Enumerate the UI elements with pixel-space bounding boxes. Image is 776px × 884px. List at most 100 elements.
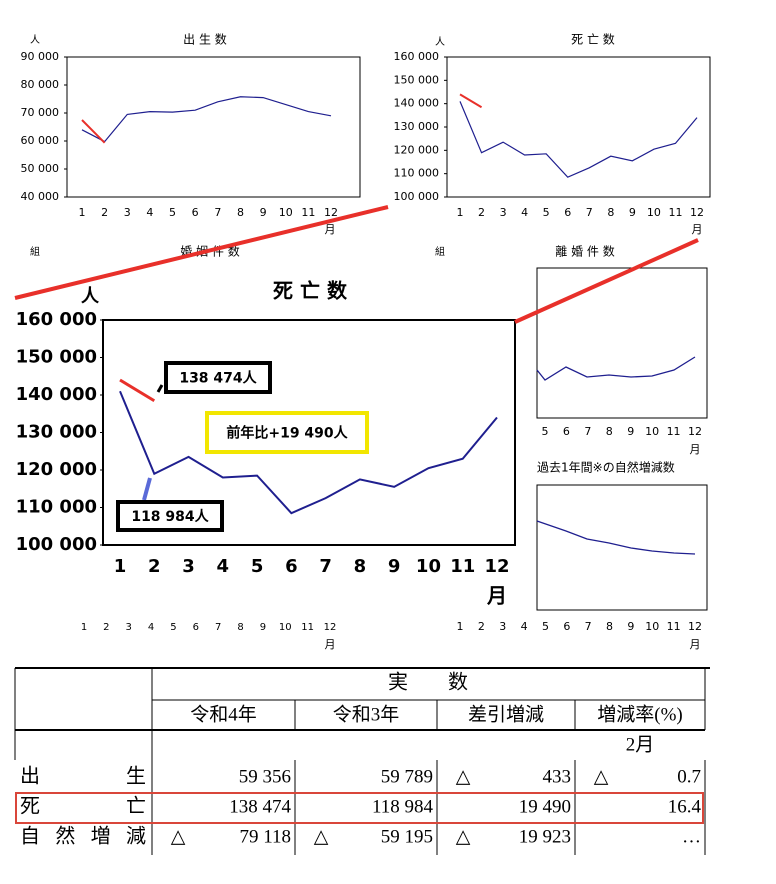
plot-frame — [536, 484, 708, 611]
chart-title: 出 生 数 — [183, 32, 227, 47]
series-line — [119, 390, 498, 515]
x-tick-label: 8 — [237, 206, 244, 219]
pointer-line — [142, 477, 152, 501]
x-tick-label: 5 — [251, 556, 264, 577]
x-tick-label: 3 — [182, 556, 195, 577]
y-tick-label: 80 000 — [21, 78, 60, 91]
y-axis-unit: 組 — [30, 245, 40, 258]
x-tick-label: 10 — [645, 620, 659, 633]
x-tick-label: 8 — [607, 206, 614, 219]
cell-sign: △ — [171, 826, 186, 847]
x-tick-label: 1 — [79, 206, 86, 219]
x-tick-label: 8 — [606, 425, 613, 438]
x-tick-label: 8 — [237, 622, 243, 633]
x-tick-label: 10 — [279, 206, 293, 219]
cell-value: 59 356 — [239, 766, 291, 787]
y-tick-label: 100 000 — [394, 190, 440, 203]
x-tick-label: 6 — [193, 622, 199, 633]
x-axis-unit: 月 — [690, 443, 701, 456]
cell-value: 19 923 — [519, 826, 571, 847]
column-header: 令和4年 — [190, 703, 257, 725]
x-axis-unit: 月 — [690, 638, 701, 651]
x-tick-label: 8 — [354, 556, 367, 577]
x-tick-label: 11 — [668, 206, 682, 219]
series-line — [459, 93, 483, 109]
x-tick-label: 2 — [478, 620, 485, 633]
y-tick-label: 140 000 — [394, 97, 440, 110]
chart-title: 過去1年間※の自然増減数 — [537, 460, 675, 475]
x-tick-label: 6 — [563, 620, 570, 633]
highlight-box — [15, 792, 704, 824]
x-tick-label: 1 — [457, 206, 464, 219]
cell-sign: △ — [456, 766, 471, 787]
callout-line — [514, 238, 699, 324]
cell-sign: △ — [456, 826, 471, 847]
x-tick-label: 7 — [586, 206, 593, 219]
y-tick-label: 140 000 — [16, 384, 97, 405]
series-line — [81, 96, 332, 143]
y-tick-label: 60 000 — [21, 134, 60, 147]
y-axis-unit: 人 — [81, 286, 100, 307]
x-tick-label: 7 — [584, 425, 591, 438]
x-tick-label: 12 — [690, 206, 704, 219]
x-tick-label: 10 — [647, 206, 661, 219]
annotation: 138 474人 — [179, 370, 257, 387]
row-label: 自然増減 — [20, 825, 146, 848]
y-tick-label: 120 000 — [16, 459, 97, 480]
annotation-box — [205, 411, 369, 454]
y-tick-label: 110 000 — [394, 167, 440, 180]
column-header: 増減率(%) — [597, 703, 682, 725]
annotation-box — [164, 361, 272, 394]
x-tick-label: 11 — [301, 622, 314, 633]
x-tick-label: 10 — [645, 425, 659, 438]
x-tick-label: 12 — [484, 556, 509, 577]
y-tick-label: 70 000 — [21, 106, 60, 119]
y-tick-label: 90 000 — [21, 50, 60, 63]
cell-value: 138 474 — [229, 796, 291, 817]
y-tick-label: 150 000 — [16, 347, 97, 368]
cell-value: 19 490 — [519, 796, 571, 817]
row-label: 死亡 — [20, 795, 146, 818]
x-tick-label: 9 — [629, 206, 636, 219]
x-tick-label: 12 — [324, 622, 337, 633]
x-tick-label: 8 — [606, 620, 613, 633]
x-tick-label: 3 — [499, 620, 506, 633]
cell-value: 0.7 — [677, 766, 701, 787]
annotation: 前年比+19 490人 — [226, 425, 348, 442]
cell-value: 79 118 — [239, 826, 291, 847]
x-tick-label: 7 — [215, 622, 221, 633]
x-tick-label: 3 — [124, 206, 131, 219]
plot-frame — [66, 56, 361, 198]
x-tick-label: 5 — [542, 425, 549, 438]
x-tick-label: 9 — [388, 556, 401, 577]
plot-frame — [446, 56, 711, 198]
y-axis-unit: 人 — [30, 34, 40, 46]
x-tick-label: 3 — [500, 206, 507, 219]
cell-value: 118 984 — [372, 796, 434, 817]
x-tick-label: 4 — [521, 620, 528, 633]
x-tick-label: 7 — [214, 206, 221, 219]
x-axis-unit: 月 — [325, 223, 336, 236]
y-tick-label: 160 000 — [394, 50, 440, 63]
annotation-box — [116, 500, 224, 532]
x-tick-label: 2 — [148, 556, 161, 577]
cell-sign: △ — [594, 766, 609, 787]
table-header: 実 数 — [388, 671, 468, 694]
x-tick-label: 4 — [146, 206, 153, 219]
cell-value: 16.4 — [668, 796, 702, 817]
x-tick-label: 5 — [170, 622, 176, 633]
x-tick-label: 11 — [667, 620, 681, 633]
x-tick-label: 2 — [478, 206, 485, 219]
annotation: 118 984人 — [131, 508, 209, 525]
x-tick-label: 3 — [126, 622, 132, 633]
y-axis-unit: 人 — [435, 36, 445, 48]
x-tick-label: 4 — [521, 206, 528, 219]
plot-frame — [536, 267, 708, 419]
cell-sign: △ — [314, 826, 329, 847]
x-tick-label: 9 — [260, 206, 267, 219]
series-line — [81, 119, 106, 144]
natural-line-fragment — [536, 520, 696, 555]
x-tick-label: 4 — [217, 556, 230, 577]
